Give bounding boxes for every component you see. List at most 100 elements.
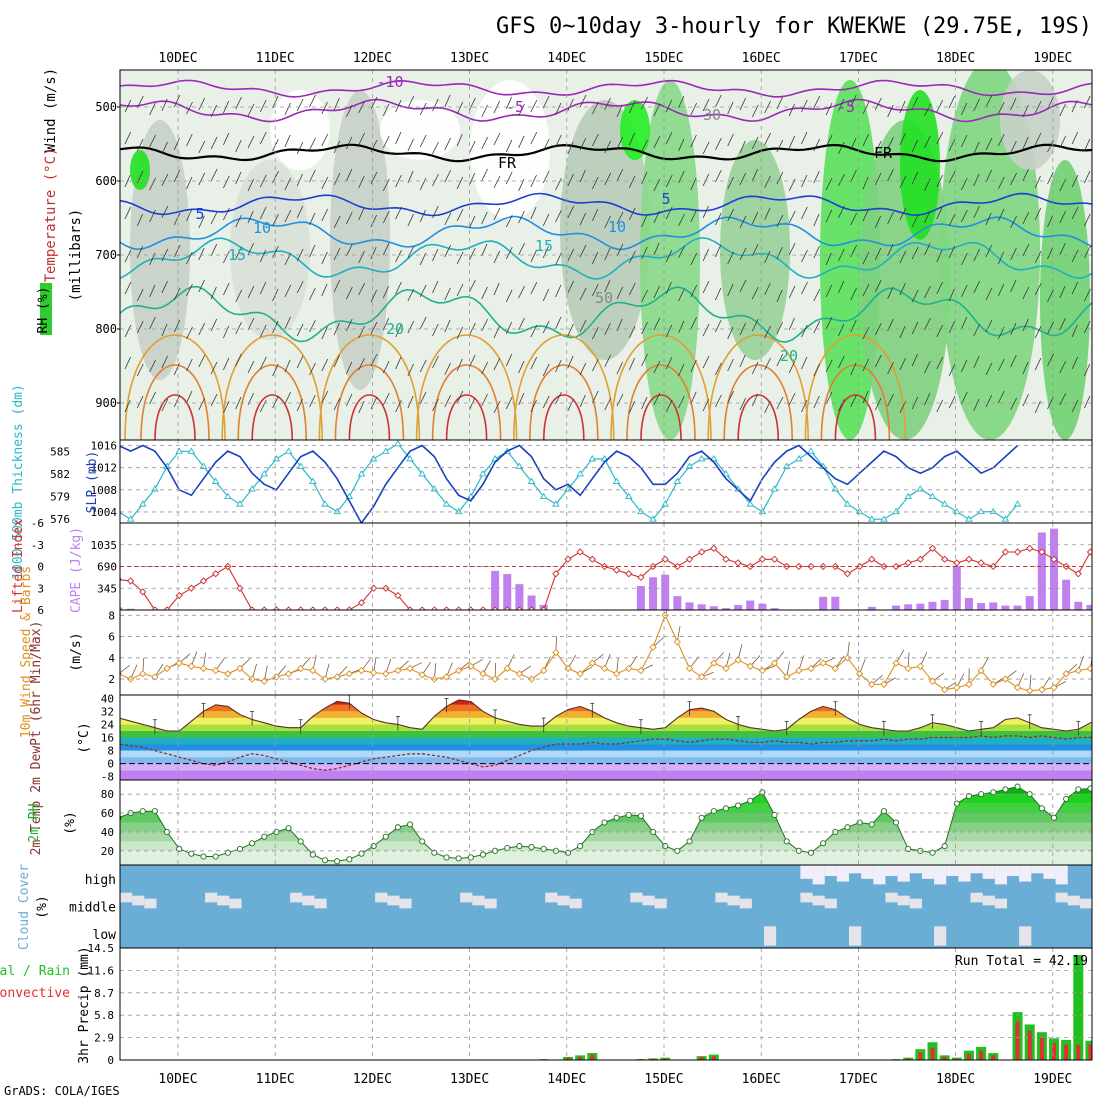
wind-barb [481, 104, 489, 118]
wind-barb [641, 246, 648, 260]
wind-barb [604, 215, 611, 229]
slp-tick: 1016 [91, 440, 118, 453]
cloud-gap [727, 895, 740, 906]
cloud-gap [1019, 865, 1032, 882]
wind-barb [1059, 360, 1067, 374]
rh-series-point [929, 849, 936, 856]
wind-barb [1022, 211, 1030, 225]
cape-tick: 345 [97, 582, 117, 595]
wind-barb [456, 251, 464, 265]
wind-barb [862, 208, 870, 222]
wind-tick: 2 [108, 673, 115, 686]
wind-series-point [734, 656, 742, 664]
wind-barb [444, 287, 451, 301]
precip-axis-label: 3hr Precip (mm) [77, 946, 92, 1063]
wind-barb [530, 324, 538, 338]
wind-barb [456, 208, 464, 222]
wind-barb [247, 360, 255, 374]
day-label-bottom: 13DEC [450, 1072, 489, 1087]
rh-swatch [40, 283, 52, 335]
wind-barb [825, 391, 833, 405]
rh-series-point [868, 821, 875, 828]
warm-contour [318, 334, 421, 440]
wind-barb [481, 211, 488, 225]
wind-barb [444, 94, 451, 108]
thickness-series-point [940, 500, 949, 507]
wind-barb [936, 249, 943, 263]
rh-series-point [637, 812, 644, 819]
wind-barb [530, 399, 537, 413]
thickness-series-point [965, 515, 973, 522]
li-series-point [1074, 570, 1082, 578]
wind-barb [333, 354, 341, 368]
cloud-gap [1055, 865, 1068, 885]
temp-band [120, 730, 1092, 738]
wind-barb [702, 141, 710, 155]
wind-barb [801, 99, 808, 113]
wind-series-point [576, 670, 584, 678]
day-label-top: 13DEC [450, 51, 489, 66]
wind-barb [210, 393, 218, 407]
wind-barb [259, 281, 267, 295]
wind-barb [997, 133, 1005, 147]
wind-series-point [455, 666, 463, 675]
rh-series-point [953, 800, 960, 807]
li-series-point [151, 606, 159, 610]
cloud-gap [715, 892, 728, 903]
wind-barb [751, 393, 759, 407]
wind-barb [173, 319, 181, 333]
wind-barb [641, 321, 648, 335]
wind-barb [764, 357, 771, 371]
wind-barb [739, 215, 747, 229]
wind-barb [801, 174, 808, 188]
wind-barb [124, 249, 132, 263]
wind-barb [874, 397, 882, 411]
wind-barb [1010, 397, 1017, 411]
thickness-series-point [527, 477, 536, 484]
cloud-gap [958, 865, 971, 882]
wind-barb [309, 287, 316, 301]
rh-series-point [479, 851, 487, 858]
contour-label: 15 [535, 237, 553, 255]
wind-barb [1071, 324, 1078, 338]
wind-series-point [212, 666, 220, 675]
temp-tick: 16 [101, 732, 114, 745]
li-series-point [515, 606, 524, 610]
precip-tick: 0 [107, 1054, 114, 1067]
wind-barb [358, 357, 365, 371]
wind-series-point [965, 680, 973, 689]
contour-label: 5 [661, 190, 670, 208]
cloud-gap [545, 892, 558, 903]
wind-barb [911, 214, 919, 228]
wind-series-point [625, 664, 633, 673]
wind-barb [973, 323, 980, 337]
wind-barb [678, 363, 685, 377]
wind-barb [444, 362, 451, 376]
rh-series-point [419, 838, 426, 845]
wind-barb [592, 176, 599, 190]
wind-barb [579, 394, 586, 408]
wind-barb [173, 362, 180, 376]
wind-series-point [163, 664, 171, 673]
rh-tick: 40 [101, 826, 114, 839]
temp-band [120, 750, 1092, 758]
warm-contour [610, 334, 712, 440]
wind-barb [690, 284, 698, 298]
wind-barb [505, 289, 513, 303]
wind-barb [210, 243, 218, 257]
wind-barb [493, 250, 501, 264]
wind-barb [382, 210, 390, 224]
cloud-plot [120, 865, 1092, 948]
wind-barb [838, 355, 845, 369]
li-series-point [673, 562, 681, 571]
wind-barb [149, 177, 156, 191]
wind-barb [899, 282, 906, 296]
wind-barb [518, 317, 525, 331]
wind-barb [296, 323, 304, 337]
li-series-point [212, 570, 220, 578]
thickness-series-point [673, 477, 682, 484]
cape-bar [819, 596, 828, 610]
wind-barb [899, 175, 907, 189]
wind-barb [825, 134, 833, 148]
wind-barb [198, 354, 206, 368]
